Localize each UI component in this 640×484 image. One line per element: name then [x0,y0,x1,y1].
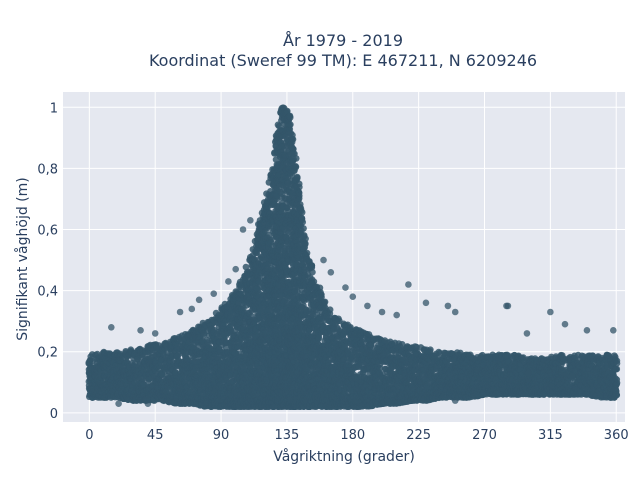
data-point [299,209,306,216]
data-point [287,121,294,128]
data-point [300,225,307,232]
data-point [293,155,300,162]
chart-title-line2: Koordinat (Sweref 99 TM): E 467211, N 62… [149,51,537,70]
data-point [286,113,293,120]
chart-title-line1: År 1979 - 2019 [283,31,403,50]
data-point [296,181,303,188]
data-point [292,163,299,170]
data-point [290,136,297,143]
data-point [299,219,306,226]
data-point [289,144,296,151]
